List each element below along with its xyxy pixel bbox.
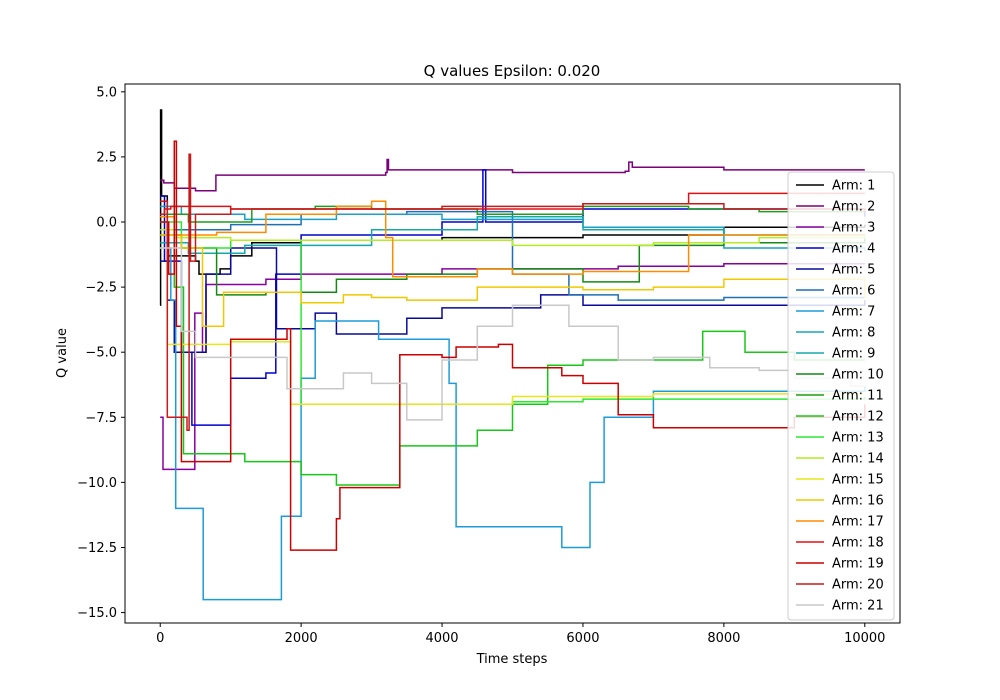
legend-label-arm-16: Arm: 16: [832, 494, 884, 509]
legend-label-arm-14: Arm: 14: [832, 452, 884, 467]
series-line-arm-19: [160, 140, 866, 551]
legend-label-arm-18: Arm: 18: [832, 536, 884, 551]
legend-label-arm-17: Arm: 17: [832, 515, 884, 530]
x-axis-label: Time steps: [476, 652, 548, 667]
y-tick-label: 5.0: [96, 85, 117, 100]
series-line-arm-3: [160, 262, 865, 471]
series-line-arm-14: [160, 229, 866, 247]
series-line-arm-12: [160, 216, 865, 486]
series-line-arm-10: [160, 234, 866, 296]
legend-label-arm-10: Arm: 10: [832, 368, 884, 383]
plot-frame: [124, 83, 901, 624]
x-tick-label: 4000: [425, 631, 458, 646]
legend-label-arm-3: Arm: 3: [832, 221, 875, 236]
legend-label-arm-21: Arm: 21: [832, 599, 884, 614]
y-tick-label: 0.0: [96, 216, 117, 231]
series-line-arm-21: [160, 247, 865, 421]
series-line-arm-20: [160, 153, 866, 432]
x-tick-label: 0: [156, 631, 164, 646]
legend-label-arm-6: Arm: 6: [832, 284, 875, 299]
legend-label-arm-15: Arm: 15: [832, 473, 884, 488]
legend-label-arm-8: Arm: 8: [832, 326, 875, 341]
legend-label-arm-9: Arm: 9: [832, 347, 875, 362]
y-tick-label: −15.0: [77, 606, 117, 621]
y-tick-label: 2.5: [96, 150, 117, 165]
chart-title: Q values Epsilon: 0.020: [424, 62, 601, 80]
legend-label-arm-11: Arm: 11: [832, 389, 884, 404]
x-axis: 0 2000 4000 6000 8000 10000: [156, 623, 885, 646]
series-line-arm-7: [160, 247, 866, 601]
x-tick-label: 6000: [566, 631, 599, 646]
x-tick-label: 10000: [844, 631, 885, 646]
legend-label-arm-13: Arm: 13: [832, 431, 884, 446]
series-line-arm-16: [160, 234, 866, 327]
x-tick-label: 8000: [707, 631, 740, 646]
y-tick-label: −12.5: [77, 541, 117, 556]
series-line-arm-9: [160, 216, 866, 255]
legend-label-arm-7: Arm: 7: [832, 305, 875, 320]
legend-label-arm-2: Arm: 2: [832, 200, 875, 215]
legend: Arm: 1 Arm: 2 Arm: 3 Arm: 4 Arm: 5 Arm: 6 Arm:…: [787, 171, 895, 621]
y-tick-label: −7.5: [85, 411, 117, 426]
legend-label-arm-1: Arm: 1: [832, 179, 875, 194]
y-axis: 5.0 2.5 0.0 −2.5 −5.0 −7.5 −10.0 −12.5 −15.0: [77, 85, 125, 621]
y-tick-label: −2.5: [85, 281, 117, 296]
legend-label-arm-20: Arm: 20: [832, 578, 884, 593]
series-line-arm-2: [160, 158, 865, 192]
y-axis-label: Q value: [55, 328, 70, 378]
series-line-arm-17: [160, 200, 865, 278]
legend-label-arm-19: Arm: 19: [832, 557, 884, 572]
y-tick-label: −10.0: [77, 476, 117, 491]
series-line-arm-5: [160, 247, 866, 353]
x-tick-label: 2000: [285, 631, 318, 646]
series-layer: [159, 109, 866, 601]
legend-label-arm-4: Arm: 4: [832, 242, 875, 257]
legend-label-arm-5: Arm: 5: [832, 263, 875, 278]
series-line-arm-6: [160, 210, 865, 301]
y-tick-label: −5.0: [85, 346, 117, 361]
legend-label-arm-12: Arm: 12: [832, 410, 884, 425]
legend-box: [787, 171, 895, 621]
